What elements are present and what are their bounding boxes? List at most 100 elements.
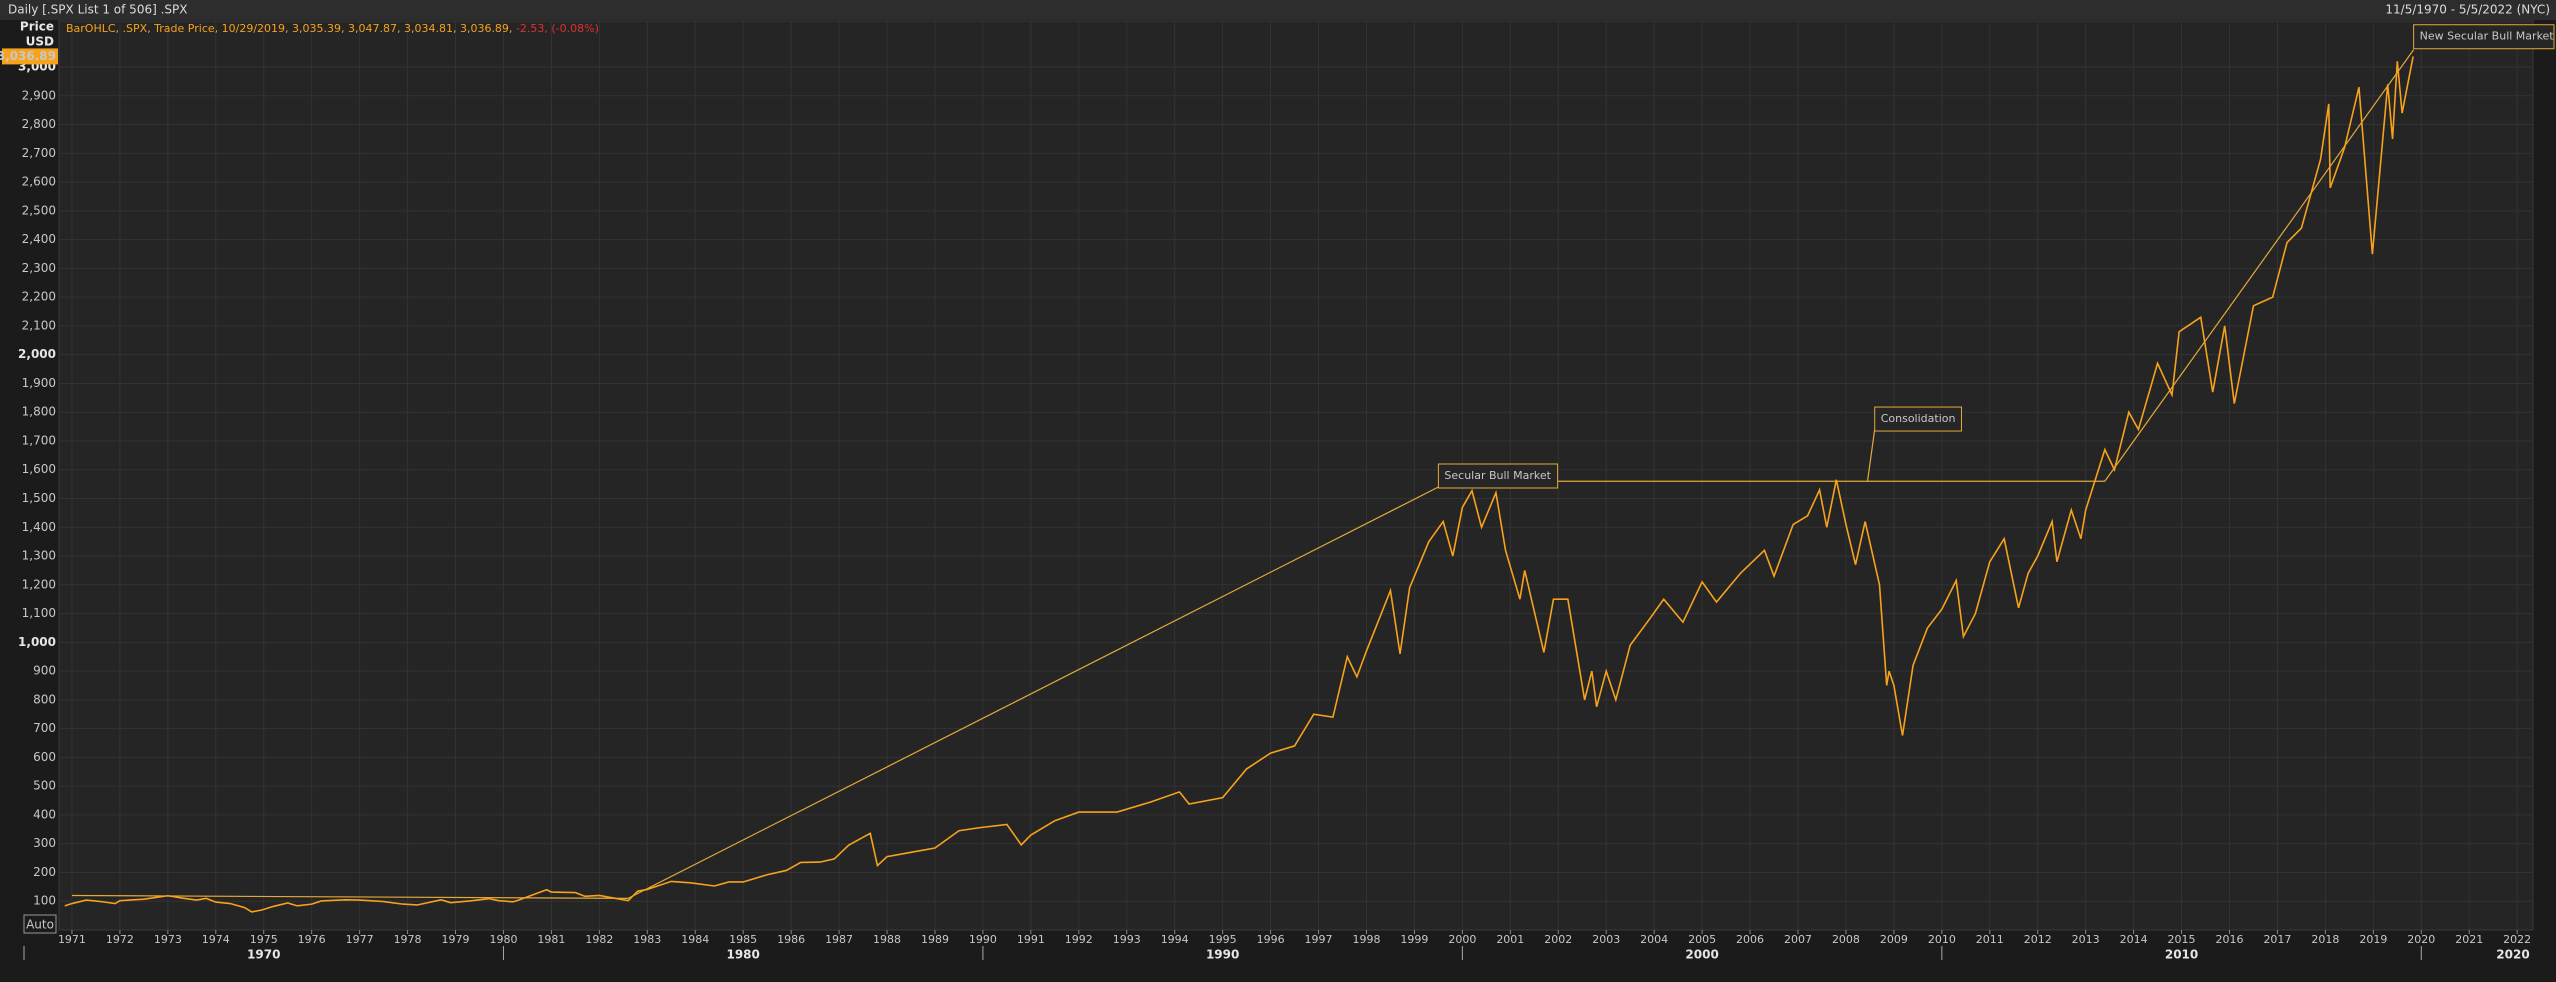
x-tick-label: 2008 [1832, 933, 1860, 946]
x-tick-label: 2017 [2263, 933, 2291, 946]
x-tick-label: 1995 [1209, 933, 1237, 946]
x-tick-label: 2015 [2168, 933, 2196, 946]
x-tick-label: 1972 [106, 933, 134, 946]
y-tick-label: 2,000 [18, 347, 56, 361]
x-tick-label: 2018 [2311, 933, 2339, 946]
y-tick-label: 200 [33, 865, 56, 879]
header-title: Daily [.SPX List 1 of 506] .SPX [8, 3, 187, 17]
decade-label: 1970 [247, 948, 280, 962]
x-tick-label: 1980 [489, 933, 517, 946]
x-tick-label: 1991 [1017, 933, 1045, 946]
x-tick-label: 1985 [729, 933, 757, 946]
y-tick-label: 1,700 [22, 433, 56, 447]
x-tick-label: 2013 [2072, 933, 2100, 946]
header-bar [0, 0, 2556, 20]
y-tick-label: 2,800 [22, 117, 56, 131]
x-tick-label: 2021 [2455, 933, 2483, 946]
x-tick-label: 1997 [1305, 933, 1333, 946]
decade-label: 2000 [1685, 948, 1718, 962]
last-price-label: 3,036.89 [0, 49, 56, 63]
x-tick-label: 1992 [1065, 933, 1093, 946]
x-tick-label: 2004 [1640, 933, 1668, 946]
plot-area [58, 20, 2534, 931]
y-unit: USD [26, 35, 54, 49]
y-tick-label: 1,500 [22, 491, 56, 505]
x-tick-label: 2006 [1736, 933, 1764, 946]
decade-label: 1980 [726, 948, 759, 962]
x-tick-label: 1987 [825, 933, 853, 946]
x-tick-label: 1989 [921, 933, 949, 946]
y-tick-label: 2,400 [22, 232, 56, 246]
x-tick-label: 2010 [1928, 933, 1956, 946]
y-tick-label: 300 [33, 836, 56, 850]
y-tick-label: 1,100 [22, 606, 56, 620]
decade-label: 1990 [1206, 948, 1239, 962]
y-tick-label: 2,100 [22, 318, 56, 332]
x-tick-label: 1986 [777, 933, 805, 946]
annotation-box [1874, 406, 1962, 432]
x-tick-label: 1990 [969, 933, 997, 946]
trendline [627, 486, 1439, 899]
annotation-box [2413, 24, 2555, 50]
trendline [1866, 429, 1876, 482]
x-tick-label: 2014 [2120, 933, 2148, 946]
auto-button[interactable]: Auto [26, 918, 54, 932]
y-tick-label: 500 [33, 779, 56, 793]
annotation-box [1437, 463, 1559, 489]
x-tick-label: 1974 [202, 933, 230, 946]
y-tick-label: 800 [33, 692, 56, 706]
y-tick-label: 100 [33, 894, 56, 908]
y-tick-label: 900 [33, 664, 56, 678]
grid [59, 21, 2533, 930]
x-tick-label: 1973 [154, 933, 182, 946]
x-tick-label: 1977 [346, 933, 374, 946]
x-tick-label: 2016 [2216, 933, 2244, 946]
x-tick-label: 1998 [1352, 933, 1380, 946]
y-tick-label: 2,500 [22, 203, 56, 217]
annotation-text: Secular Bull Market [1444, 469, 1551, 482]
x-tick-label: 2012 [2024, 933, 2052, 946]
y-label: Price [20, 20, 54, 34]
y-tick-label: 1,300 [22, 549, 56, 563]
y-tick-label: 1,600 [22, 462, 56, 476]
y-tick-label: 1,900 [22, 376, 56, 390]
x-tick-label: 1979 [442, 933, 470, 946]
y-tick-label: 600 [33, 750, 56, 764]
legend: BarOHLC, .SPX, Trade Price, 10/29/2019, … [66, 22, 599, 35]
header-range: 11/5/1970 - 5/5/2022 (NYC) [2385, 3, 2550, 17]
decade-label: 2010 [2165, 948, 2198, 962]
x-tick-label: 1994 [1161, 933, 1189, 946]
y-tick-label: 2,200 [22, 290, 56, 304]
x-tick-label: 1983 [633, 933, 661, 946]
x-tick-label: 2020 [2407, 933, 2435, 946]
last-price-marker [2, 48, 58, 65]
x-tick-label: 1988 [873, 933, 901, 946]
x-tick-label: 1978 [394, 933, 422, 946]
annotation-text: Consolidation [1881, 412, 1956, 425]
x-tick-label: 1999 [1400, 933, 1428, 946]
x-tick-label: 2007 [1784, 933, 1812, 946]
y-tick-label: 2,700 [22, 146, 56, 160]
x-tick-label: 1996 [1257, 933, 1285, 946]
x-tick-label: 1982 [585, 933, 613, 946]
y-tick-label: 400 [33, 807, 56, 821]
y-tick-label: 1,400 [22, 520, 56, 534]
x-tick-label: 2022 [2503, 933, 2531, 946]
annotation-text: New Secular Bull Market [2420, 30, 2555, 43]
x-tick-label: 1993 [1113, 933, 1141, 946]
y-tick-label: 2,900 [22, 88, 56, 102]
x-tick-label: 2000 [1448, 933, 1476, 946]
x-tick-label: 1971 [58, 933, 86, 946]
y-tick-label: 700 [33, 721, 56, 735]
auto-button-frame[interactable] [23, 914, 57, 934]
x-tick-label: 2009 [1880, 933, 1908, 946]
y-tick-label: 2,300 [22, 261, 56, 275]
legend-text: BarOHLC, .SPX, Trade Price, 10/29/2019, … [66, 22, 512, 35]
x-tick-label: 1981 [537, 933, 565, 946]
x-tick-label: 1984 [681, 933, 709, 946]
x-tick-label: 2005 [1688, 933, 1716, 946]
x-tick-label: 2011 [1976, 933, 2004, 946]
decade-label: 2020 [2496, 948, 2529, 962]
x-tick-label: 1976 [298, 933, 326, 946]
